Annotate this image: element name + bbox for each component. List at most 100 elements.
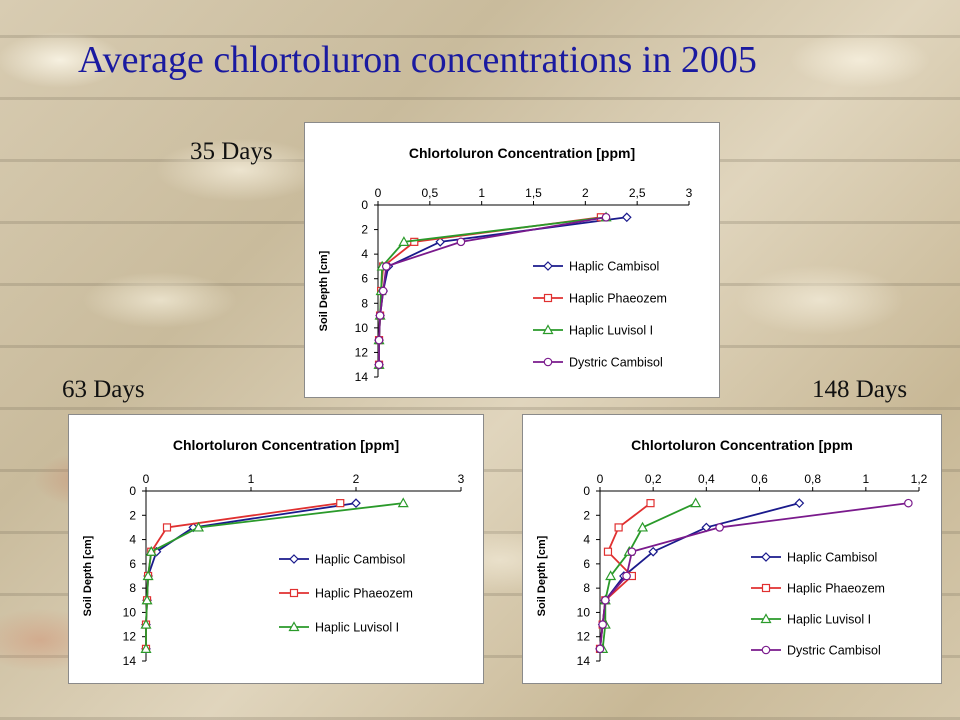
y-axis-label: Soil Depth [cm]: [318, 250, 330, 331]
x-tick-label: 0,8: [804, 472, 821, 486]
y-tick-label: 2: [129, 508, 136, 522]
series-line: [145, 502, 341, 649]
legend-label: Haplic Luvisol I: [569, 324, 653, 338]
y-tick-label: 8: [583, 581, 590, 595]
data-point: [351, 498, 361, 508]
y-tick-label: 10: [355, 321, 369, 335]
x-tick-label: 1: [248, 472, 255, 486]
legend-label: Dystric Cambisol: [569, 356, 663, 370]
data-point: [398, 236, 410, 246]
legend-label: Haplic Cambisol: [315, 553, 405, 567]
y-tick-label: 8: [361, 296, 368, 310]
y-tick-label: 0: [583, 484, 590, 498]
series-haplic-luvisol-i: [597, 497, 702, 653]
x-tick-label: 0: [143, 472, 150, 486]
chart-148-days: Chlortoluron Concentration [ppm 0 0,2 0,4 0,…: [536, 437, 928, 668]
data-point: [375, 311, 385, 320]
data-point: [794, 498, 805, 508]
data-point: [690, 497, 702, 508]
legend-marker: [543, 357, 553, 367]
data-point: [145, 545, 157, 556]
y-tick-label: 14: [123, 654, 137, 668]
data-point: [598, 620, 607, 629]
legend-marker: [761, 552, 771, 562]
panel-label-148-days: 148 Days: [812, 376, 908, 403]
x-tick-label: 2: [582, 186, 589, 200]
x-tick-label: 0: [375, 186, 382, 200]
data-point: [397, 497, 409, 508]
data-point: [456, 237, 466, 247]
y-tick-label: 6: [361, 272, 368, 286]
data-point: [601, 595, 610, 605]
legend-label: Haplic Phaeozem: [315, 587, 413, 601]
legend-label: Haplic Luvisol I: [787, 613, 871, 627]
data-point: [435, 237, 446, 247]
data-point: [374, 360, 384, 370]
data-point: [605, 570, 617, 581]
y-tick-label: 14: [577, 654, 591, 668]
data-point: [601, 212, 611, 222]
y-tick-label: 0: [361, 198, 368, 212]
data-point: [715, 523, 724, 532]
y-tick-label: 0: [129, 484, 136, 498]
y-tick-label: 12: [355, 345, 369, 359]
x-tick-label: 2: [353, 472, 360, 486]
y-tick-label: 6: [129, 557, 136, 571]
series-dystric-cambisol: [374, 212, 611, 370]
legend-label: Haplic Phaeozem: [787, 582, 885, 596]
legend-marker: [288, 621, 300, 632]
data-point: [381, 262, 391, 271]
legend-entry: Haplic Luvisol I: [751, 613, 871, 627]
legend-label: Haplic Phaeozem: [569, 292, 667, 306]
data-point: [336, 499, 345, 508]
y-tick-label: 12: [123, 630, 137, 644]
legend-marker: [543, 261, 553, 271]
panel-label-63-days: 63 Days: [62, 376, 145, 403]
x-tick-label: 1,2: [911, 472, 928, 486]
legend-entry: Haplic Phaeozem: [533, 292, 667, 306]
legend-marker: [761, 583, 771, 593]
data-point: [646, 499, 655, 508]
data-point: [374, 335, 384, 345]
x-tick-label: 0: [597, 472, 604, 486]
legend-marker: [543, 293, 553, 303]
x-tick-label: 0,4: [698, 472, 715, 486]
legend-label: Dystric Cambisol: [787, 644, 881, 658]
panel-label-35-days: 35 Days: [190, 138, 273, 165]
x-tick-label: 3: [458, 472, 465, 486]
chart-panel-148-days: Chlortoluron Concentration [ppm 0 0,2 0,4 0,…: [522, 414, 942, 684]
legend-entry: Haplic Luvisol I: [279, 621, 399, 635]
x-tick-label: 3: [686, 186, 693, 200]
data-point: [140, 643, 152, 653]
data-point: [141, 594, 153, 605]
y-tick-label: 4: [583, 533, 590, 547]
data-point: [603, 547, 613, 556]
x-tick-label: 1,5: [525, 186, 542, 200]
data-point: [621, 212, 632, 223]
legend-entry: Haplic Phaeozem: [279, 587, 413, 601]
y-axis-label: Soil Depth [cm]: [82, 535, 94, 616]
data-point: [904, 498, 913, 508]
x-tick-label: 1: [862, 472, 869, 486]
y-tick-label: 2: [583, 508, 590, 522]
legend-marker: [542, 324, 554, 335]
data-point: [162, 523, 172, 532]
y-axis-label: Soil Depth [cm]: [536, 535, 548, 616]
y-tick-label: 4: [361, 247, 368, 261]
y-tick-label: 10: [577, 605, 591, 619]
series-dystric-cambisol: [595, 498, 913, 654]
y-tick-label: 14: [355, 370, 369, 384]
x-tick-label: 0,5: [421, 186, 438, 200]
legend-marker: [289, 588, 299, 598]
legend-entry: Haplic Cambisol: [751, 551, 877, 565]
legend-marker: [761, 645, 771, 655]
legend-label: Haplic Cambisol: [787, 551, 877, 565]
legend-marker: [760, 613, 772, 624]
legend-label: Haplic Cambisol: [569, 260, 659, 274]
chart-title: Chlortoluron Concentration [ppm]: [173, 437, 399, 453]
data-point: [595, 644, 605, 654]
y-tick-label: 12: [577, 630, 591, 644]
data-point: [622, 571, 631, 581]
legend-entry: Dystric Cambisol: [533, 356, 663, 370]
legend-entry: Haplic Luvisol I: [533, 324, 653, 338]
